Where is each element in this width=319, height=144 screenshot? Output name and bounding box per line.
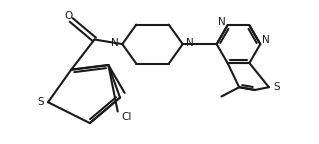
Text: N: N [218,17,226,26]
Text: N: N [186,38,194,48]
Text: N: N [262,35,270,45]
Text: N: N [111,38,119,48]
Text: O: O [65,11,73,21]
Text: S: S [38,97,44,107]
Text: S: S [273,82,280,92]
Text: Cl: Cl [122,112,132,122]
